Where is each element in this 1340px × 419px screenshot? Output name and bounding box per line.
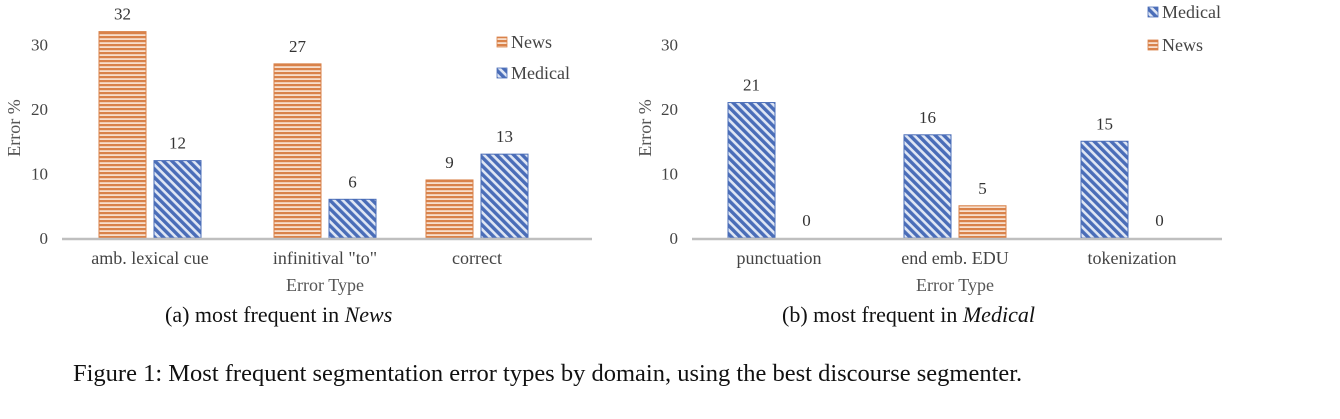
data-label: 27 bbox=[289, 37, 307, 56]
chart-medical: 0 10 20 30 Error % 21 16 15 0 5 0 punctuation end em… bbox=[635, 2, 1222, 295]
bar-news bbox=[98, 31, 147, 239]
data-label: 21 bbox=[743, 76, 760, 95]
legend-label: Medical bbox=[511, 63, 570, 83]
y-tick-label: 30 bbox=[31, 36, 48, 55]
bar-medical bbox=[1080, 140, 1129, 239]
subcaption-b: (b) most frequent in Medical bbox=[782, 302, 1035, 328]
bar-medical bbox=[480, 153, 529, 239]
x-axis-title: Error Type bbox=[916, 275, 994, 295]
x-tick-label: infinitival "to" bbox=[273, 248, 377, 268]
x-tick-label: end emb. EDU bbox=[901, 248, 1008, 268]
legend-swatch bbox=[496, 36, 508, 48]
y-tick-label: 20 bbox=[661, 100, 678, 119]
data-label: 9 bbox=[445, 153, 454, 172]
data-label: 12 bbox=[169, 134, 186, 153]
legend-label: Medical bbox=[1162, 2, 1221, 22]
data-label: 0 bbox=[1155, 211, 1164, 230]
bar-news bbox=[958, 205, 1007, 239]
y-axis-title: Error % bbox=[4, 99, 24, 156]
subcaption-a-domain: News bbox=[344, 302, 393, 327]
legend-label: News bbox=[511, 32, 552, 52]
bar-medical bbox=[727, 102, 776, 239]
y-tick-label: 10 bbox=[31, 165, 48, 184]
subcaption-a: (a) most frequent in News bbox=[165, 302, 392, 328]
legend-swatch bbox=[1147, 6, 1159, 18]
x-tick-label: amb. lexical cue bbox=[91, 248, 208, 268]
x-tick-label: punctuation bbox=[737, 248, 822, 268]
chart-news: 0 10 20 30 Error % 32 27 9 12 6 13 amb. lexical cue… bbox=[4, 5, 592, 295]
y-tick-label: 0 bbox=[670, 229, 679, 248]
subcaption-b-prefix: (b) most frequent in bbox=[782, 302, 963, 327]
y-tick-label: 10 bbox=[661, 165, 678, 184]
data-label: 0 bbox=[802, 211, 811, 230]
y-tick-label: 20 bbox=[31, 100, 48, 119]
bar-news bbox=[273, 63, 322, 239]
legend-label: News bbox=[1162, 35, 1203, 55]
x-tick-label: tokenization bbox=[1088, 248, 1177, 268]
data-label: 13 bbox=[496, 127, 513, 146]
subcaption-b-domain: Medical bbox=[962, 302, 1035, 327]
legend-swatch bbox=[496, 67, 508, 79]
data-label: 15 bbox=[1096, 114, 1113, 133]
subcaption-a-prefix: (a) most frequent in bbox=[165, 302, 345, 327]
data-label: 5 bbox=[978, 179, 987, 198]
data-label: 6 bbox=[348, 172, 357, 191]
figure-caption: Figure 1: Most frequent segmentation err… bbox=[73, 360, 1023, 387]
data-label: 32 bbox=[114, 5, 131, 24]
y-axis-title: Error % bbox=[635, 99, 655, 156]
bar-medical bbox=[153, 160, 202, 239]
y-tick-label: 30 bbox=[661, 36, 678, 55]
x-tick-label: correct bbox=[452, 248, 502, 268]
data-label: 16 bbox=[919, 108, 936, 127]
legend-swatch bbox=[1147, 39, 1159, 51]
bar-news bbox=[425, 179, 474, 239]
bar-medical bbox=[328, 198, 377, 239]
bar-medical bbox=[903, 134, 952, 239]
x-axis-title: Error Type bbox=[286, 275, 364, 295]
y-tick-label: 0 bbox=[40, 229, 49, 248]
